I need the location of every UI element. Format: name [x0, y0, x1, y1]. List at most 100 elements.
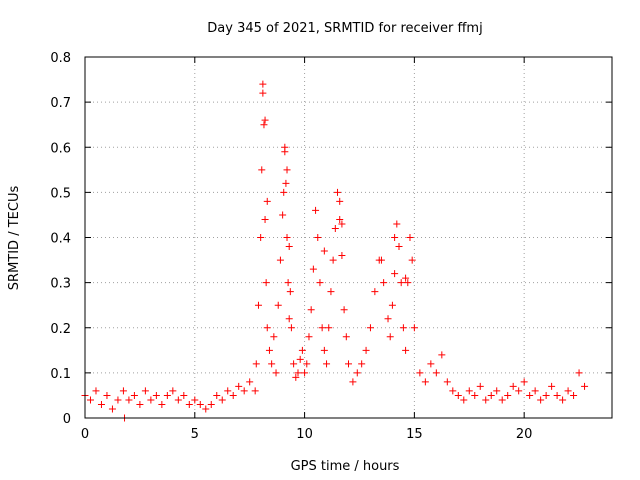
- data-point: [270, 333, 278, 341]
- grid: [85, 57, 612, 418]
- data-point: [272, 369, 280, 377]
- y-tick-label: 0.3: [50, 277, 71, 292]
- data-point: [130, 391, 138, 399]
- axis-ticks: 0 5 10 15 20 0 0.1 0.2 0.3 0.4 0.5 0.6 0.7 0.8: [50, 51, 612, 442]
- data-point: [257, 234, 265, 241]
- data-point: [449, 387, 457, 395]
- data-point: [251, 387, 259, 395]
- data-point: [548, 382, 556, 390]
- data-point: [169, 387, 177, 395]
- data-point: [263, 324, 271, 332]
- data-point: [493, 387, 501, 395]
- y-tick-label: 0.1: [50, 367, 71, 382]
- data-point: [323, 360, 331, 368]
- data-point: [391, 234, 399, 241]
- chart-title: Day 345 of 2021, SRMTID for receiver ffm…: [207, 21, 482, 36]
- data-point: [152, 391, 160, 399]
- data-point: [261, 116, 269, 124]
- data-point: [286, 288, 294, 296]
- data-point: [125, 396, 133, 404]
- data-point: [258, 166, 266, 174]
- data-point: [520, 378, 528, 386]
- data-point: [388, 301, 396, 309]
- data-point: [454, 391, 462, 399]
- data-point: [482, 396, 490, 404]
- data-point: [185, 400, 193, 408]
- y-tick-label: 0.4: [50, 232, 71, 247]
- data-point: [487, 391, 495, 399]
- data-point: [316, 279, 324, 287]
- data-point: [309, 265, 317, 273]
- data-point: [303, 360, 311, 368]
- data-point: [397, 279, 405, 287]
- data-point: [325, 324, 333, 332]
- data-point: [119, 387, 127, 395]
- x-tick-label: 15: [406, 427, 423, 442]
- data-point: [465, 387, 473, 395]
- data-point: [416, 369, 424, 377]
- data-point: [235, 382, 243, 390]
- data-point: [259, 80, 267, 88]
- data-point: [531, 387, 539, 395]
- data-point: [312, 206, 320, 214]
- data-point: [261, 215, 269, 223]
- y-tick-label: 0.2: [50, 322, 71, 337]
- data-point: [427, 360, 435, 368]
- data-point: [284, 279, 292, 287]
- data-point: [97, 400, 105, 408]
- data-point: [314, 234, 322, 241]
- data-point: [259, 89, 267, 97]
- data-point: [559, 396, 567, 404]
- data-point: [279, 211, 287, 219]
- data-point: [207, 400, 215, 408]
- data-point: [581, 382, 589, 390]
- data-point: [460, 396, 468, 404]
- data-point: [320, 247, 328, 255]
- data-point: [345, 360, 352, 368]
- data-point: [305, 333, 313, 341]
- data-point: [575, 369, 583, 377]
- data-point: [570, 391, 578, 399]
- data-point: [393, 220, 401, 228]
- data-point: [327, 288, 335, 296]
- data-point: [410, 324, 418, 332]
- data-point: [147, 396, 155, 404]
- data-point: [340, 306, 348, 314]
- y-tick-label: 0.7: [50, 96, 71, 111]
- data-point: [391, 270, 399, 278]
- x-tick-label: 10: [296, 427, 313, 442]
- data-point: [504, 391, 512, 399]
- data-point: [443, 378, 451, 386]
- data-point: [191, 396, 199, 404]
- data-point: [342, 333, 350, 341]
- data-point: [476, 382, 484, 390]
- data-point: [329, 256, 337, 264]
- data-point: [108, 405, 116, 413]
- data-point: [377, 256, 385, 264]
- data-point: [298, 346, 306, 354]
- data-point: [92, 387, 100, 395]
- data-point: [287, 324, 295, 332]
- data-point: [265, 346, 273, 354]
- data-point: [174, 396, 182, 404]
- data-point: [292, 373, 300, 381]
- data-point: [399, 324, 407, 332]
- data-point: [281, 143, 289, 151]
- data-point: [408, 256, 416, 264]
- data-point: [349, 378, 357, 386]
- plot-frame: [84, 56, 613, 419]
- data-point: [542, 391, 550, 399]
- data-point: [515, 387, 523, 395]
- data-point: [404, 279, 412, 287]
- data-point: [338, 220, 346, 228]
- x-axis-label: GPS time / hours: [291, 459, 400, 474]
- data-point: [141, 387, 149, 395]
- data-point: [283, 234, 291, 241]
- data-point: [537, 396, 545, 404]
- data-point: [498, 396, 506, 404]
- data-point: [384, 315, 392, 323]
- x-tick-label: 0: [81, 427, 89, 442]
- y-tick-label: 0.8: [50, 51, 71, 66]
- data-point: [438, 351, 446, 359]
- y-tick-label: 0: [63, 412, 71, 427]
